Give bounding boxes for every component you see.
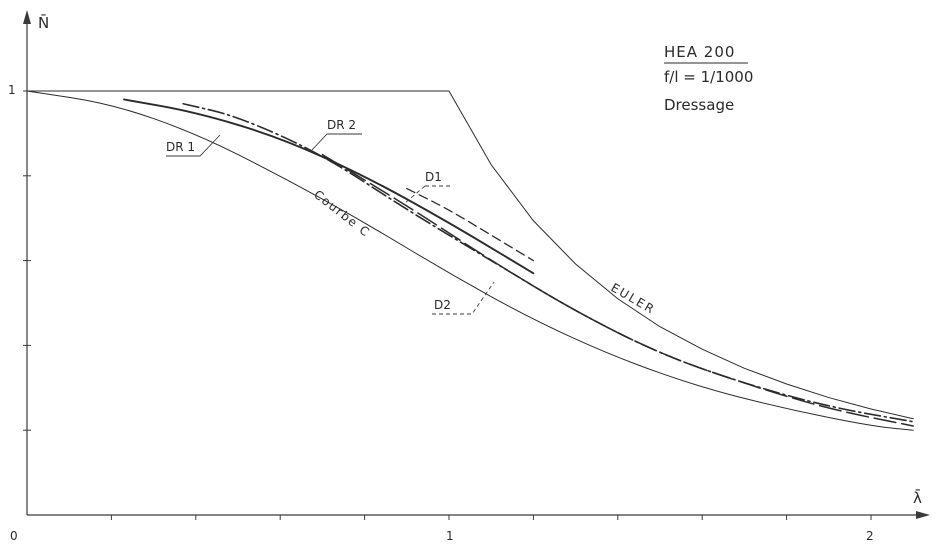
- leader-dr1: [166, 134, 221, 157]
- x-axis-arrow: [916, 511, 930, 519]
- series-group: [26, 90, 914, 431]
- x-tick-label-2: 2: [866, 529, 874, 543]
- series-line-dr-2: [182, 102, 914, 423]
- y-axis-label: N̄: [38, 13, 49, 32]
- y-tick-label-1: 1: [8, 83, 16, 97]
- chart-title: HEA 200: [664, 43, 735, 61]
- series-line-euler: [26, 90, 914, 420]
- x-axis-label: λ̄: [913, 488, 922, 507]
- series-label-d2: D2: [434, 298, 451, 312]
- series-line-d2: [321, 153, 914, 427]
- x-tick-label-0: 0: [10, 529, 18, 543]
- x-tick-label-1: 1: [446, 529, 454, 543]
- method-annotation: Dressage: [664, 96, 734, 114]
- y-axis-arrow: [23, 10, 31, 24]
- series-label-dr2: DR 2: [327, 118, 356, 132]
- series-label-euler: EULER: [609, 280, 658, 317]
- leader-dr2: [311, 133, 362, 151]
- series-line-dr-1: [123, 98, 535, 275]
- leader-d1: [404, 185, 452, 204]
- imperfection-annotation: f/l = 1/1000: [664, 68, 753, 86]
- series-line-d1: [406, 187, 535, 262]
- series-label-courbe-c: Courbe C: [311, 187, 373, 240]
- series-line-courbe-c: [26, 90, 914, 431]
- series-label-dr1: DR 1: [166, 140, 195, 154]
- series-label-d1: D1: [425, 170, 442, 184]
- leader-d2: [432, 281, 495, 315]
